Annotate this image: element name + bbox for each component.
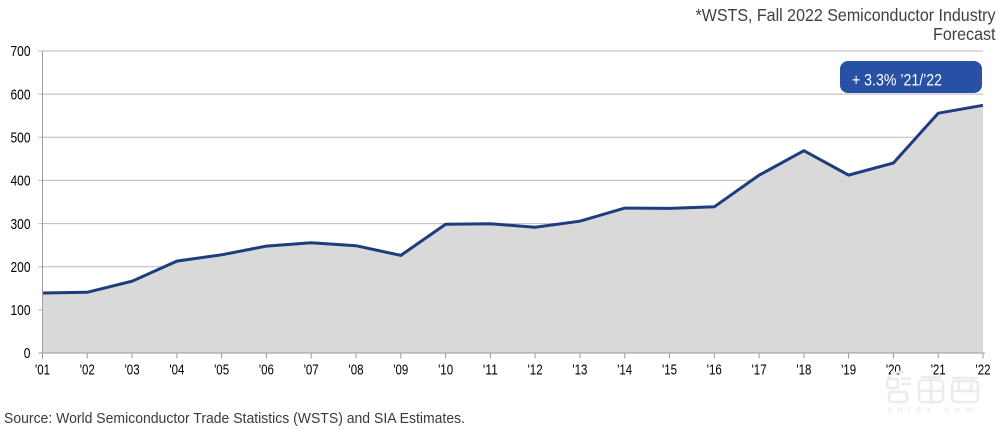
svg-text:'20: '20 bbox=[886, 363, 901, 379]
svg-text:'03: '03 bbox=[125, 363, 140, 379]
svg-text:'02: '02 bbox=[80, 363, 95, 379]
svg-text:zhidx.com: zhidx.com bbox=[887, 404, 978, 414]
svg-text:Source: World Semiconductor Tr: Source: World Semiconductor Trade Statis… bbox=[4, 411, 465, 427]
svg-text:'16: '16 bbox=[707, 363, 722, 379]
svg-text:300: 300 bbox=[11, 216, 31, 233]
svg-text:700: 700 bbox=[11, 43, 31, 60]
svg-text:'19: '19 bbox=[841, 363, 856, 379]
svg-text:'06: '06 bbox=[259, 363, 274, 379]
svg-text:200: 200 bbox=[11, 259, 31, 276]
svg-text:'11: '11 bbox=[483, 363, 498, 379]
svg-text:'07: '07 bbox=[304, 363, 319, 379]
svg-text:100: 100 bbox=[11, 302, 31, 319]
svg-text:600: 600 bbox=[11, 86, 31, 103]
svg-text:'18: '18 bbox=[796, 363, 811, 379]
svg-text:'12: '12 bbox=[528, 363, 543, 379]
svg-text:'15: '15 bbox=[662, 363, 677, 379]
svg-text:*WSTS, Fall 2022 Semiconductor: *WSTS, Fall 2022 Semiconductor Industry bbox=[696, 5, 996, 25]
svg-text:'22: '22 bbox=[976, 363, 991, 379]
svg-text:500: 500 bbox=[11, 130, 31, 147]
svg-text:'04: '04 bbox=[169, 363, 184, 379]
svg-text:+ 3.3% ’21/’22: + 3.3% ’21/’22 bbox=[852, 72, 942, 90]
svg-text:'13: '13 bbox=[572, 363, 587, 379]
svg-text:'01: '01 bbox=[35, 363, 50, 379]
svg-text:'14: '14 bbox=[617, 363, 632, 379]
svg-text:'09: '09 bbox=[393, 363, 408, 379]
svg-text:'21: '21 bbox=[931, 363, 946, 379]
svg-text:Forecast: Forecast bbox=[933, 24, 996, 44]
svg-text:'17: '17 bbox=[752, 363, 767, 379]
svg-text:'08: '08 bbox=[349, 363, 364, 379]
svg-text:'05: '05 bbox=[214, 363, 229, 379]
svg-text:400: 400 bbox=[11, 173, 31, 190]
svg-text:'10: '10 bbox=[438, 363, 453, 379]
svg-text:0: 0 bbox=[24, 345, 31, 362]
